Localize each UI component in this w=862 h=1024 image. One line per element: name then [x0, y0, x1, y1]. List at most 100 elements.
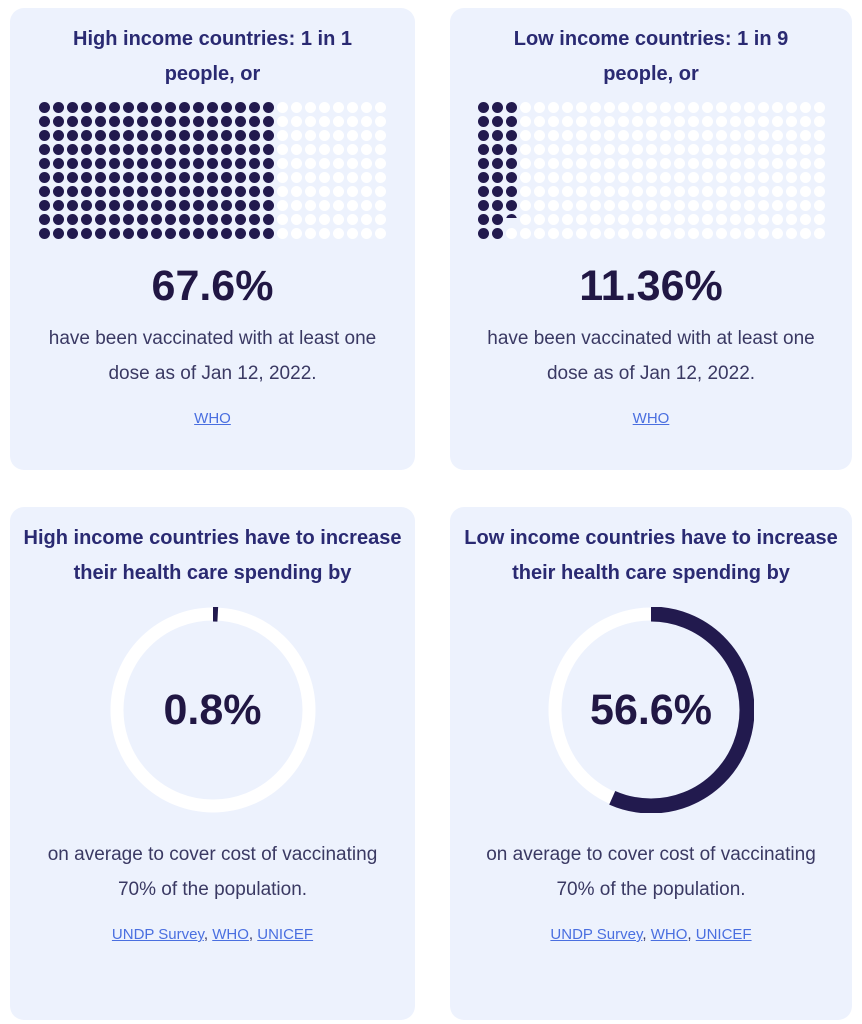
- waffle-dot-filled: [109, 116, 120, 127]
- waffle-dot-empty: [617, 214, 629, 225]
- waffle-dot-empty: [771, 200, 783, 211]
- donut-filled-arc: [109, 607, 316, 813]
- waffle-dot-empty: [743, 102, 755, 113]
- source-link-who[interactable]: WHO: [212, 926, 249, 943]
- waffle-dot-filled: [53, 200, 64, 211]
- waffle-dot-empty: [547, 144, 559, 155]
- waffle-dot-filled: [95, 144, 106, 155]
- waffle-dot-empty: [715, 228, 727, 239]
- waffle-dot-empty: [305, 116, 316, 127]
- waffle-dot-filled: [123, 186, 134, 197]
- waffle-dot-empty: [645, 172, 657, 183]
- waffle-dot-empty: [701, 102, 713, 113]
- waffle-dot-empty: [589, 214, 601, 225]
- waffle-dot-empty: [519, 158, 531, 169]
- source-link-who[interactable]: WHO: [194, 410, 231, 427]
- waffle-dot-filled: [53, 130, 64, 141]
- waffle-dot-empty: [729, 130, 741, 141]
- waffle-dot-filled: [81, 214, 92, 225]
- card-high-income-spending: High income countries have to increase t…: [10, 507, 415, 1020]
- waffle-dot-filled: [249, 200, 260, 211]
- waffle-dot-empty: [375, 130, 386, 141]
- waffle-dot-empty: [361, 214, 372, 225]
- waffle-dot-empty: [715, 130, 727, 141]
- waffle-dot-filled: [491, 158, 503, 169]
- waffle-dot-filled: [151, 158, 162, 169]
- waffle-dot-filled: [263, 144, 274, 155]
- waffle-dot-filled: [207, 102, 218, 113]
- source-link-undp-survey[interactable]: UNDP Survey: [111, 926, 204, 943]
- waffle-dot-empty: [645, 116, 657, 127]
- waffle-dot-empty: [361, 130, 372, 141]
- waffle-dot-empty: [673, 144, 685, 155]
- waffle-dot-empty: [305, 130, 316, 141]
- waffle-dot-filled: [151, 130, 162, 141]
- waffle-dot-filled: [95, 102, 106, 113]
- waffle-dot-filled: [193, 200, 204, 211]
- source-link-unicef[interactable]: UNICEF: [257, 926, 314, 943]
- waffle-dot-filled: [235, 186, 246, 197]
- waffle-dot-empty: [659, 186, 671, 197]
- source-link-who[interactable]: WHO: [650, 926, 688, 943]
- waffle-dot-empty: [575, 144, 587, 155]
- waffle-dot-empty: [631, 172, 643, 183]
- source-link-who[interactable]: WHO: [632, 410, 670, 427]
- waffle-dot-empty: [375, 228, 386, 239]
- waffle-dot-empty: [561, 200, 573, 211]
- waffle-dot-filled: [151, 214, 162, 225]
- source-separator: ,: [687, 926, 696, 943]
- waffle-dot-empty: [799, 116, 811, 127]
- waffle-dot-empty: [561, 116, 573, 127]
- waffle-dot-filled: [179, 200, 190, 211]
- waffle-dot-empty: [617, 158, 629, 169]
- waffle-dot-filled: [179, 172, 190, 183]
- waffle-dot-empty: [743, 158, 755, 169]
- card-low-income-spending: Low income countries have to increase th…: [450, 507, 852, 1020]
- waffle-dot-filled: [235, 158, 246, 169]
- source-link-unicef[interactable]: UNICEF: [695, 926, 752, 943]
- waffle-dot-filled: [95, 172, 106, 183]
- waffle-dot-empty: [771, 144, 783, 155]
- card-title: Low income countries have to increase th…: [464, 527, 838, 584]
- waffle-dot-filled: [249, 186, 260, 197]
- waffle-dot-partial-fill: [505, 214, 517, 218]
- waffle-dot-filled: [67, 116, 78, 127]
- waffle-dot-empty: [575, 228, 587, 239]
- waffle-dot-filled: [193, 186, 204, 197]
- waffle-dot-filled: [81, 228, 92, 239]
- waffle-dot-empty: [673, 228, 685, 239]
- waffle-dot-filled: [505, 144, 517, 155]
- waffle-dot-empty: [347, 228, 358, 239]
- waffle-dot-empty: [375, 144, 386, 155]
- waffle-dot-filled: [165, 172, 176, 183]
- waffle-dot-empty: [375, 158, 386, 169]
- waffle-dot-filled: [235, 172, 246, 183]
- waffle-dot-partial: [505, 214, 517, 218]
- waffle-dot-empty: [277, 214, 288, 225]
- waffle-dot-filled: [39, 158, 50, 169]
- waffle-dot-filled: [137, 116, 148, 127]
- waffle-dot-empty: [533, 200, 545, 211]
- waffle-dot-empty: [603, 172, 615, 183]
- waffle-dot-filled: [477, 144, 489, 155]
- waffle-dot-empty: [631, 130, 643, 141]
- waffle-dot-filled: [477, 214, 489, 225]
- waffle-dot-filled: [221, 186, 232, 197]
- waffle-dot-empty: [757, 130, 769, 141]
- waffle-dot-empty: [701, 214, 713, 225]
- waffle-dot-filled: [491, 144, 503, 155]
- waffle-dot-empty: [305, 102, 316, 113]
- waffle-dot-empty: [799, 144, 811, 155]
- waffle-dot-filled: [263, 116, 274, 127]
- waffle-dot-empty: [771, 172, 783, 183]
- waffle-dot-empty: [785, 172, 797, 183]
- waffle-dot-filled: [477, 186, 489, 197]
- waffle-dot-filled: [67, 200, 78, 211]
- waffle-dot-filled: [477, 228, 489, 239]
- waffle-dot-empty: [729, 158, 741, 169]
- waffle-dot-empty: [575, 214, 587, 225]
- waffle-dot-empty: [645, 214, 657, 225]
- waffle-dot-empty: [319, 228, 330, 239]
- waffle-dot-empty: [813, 228, 825, 239]
- source-link-undp-survey[interactable]: UNDP Survey: [550, 926, 643, 943]
